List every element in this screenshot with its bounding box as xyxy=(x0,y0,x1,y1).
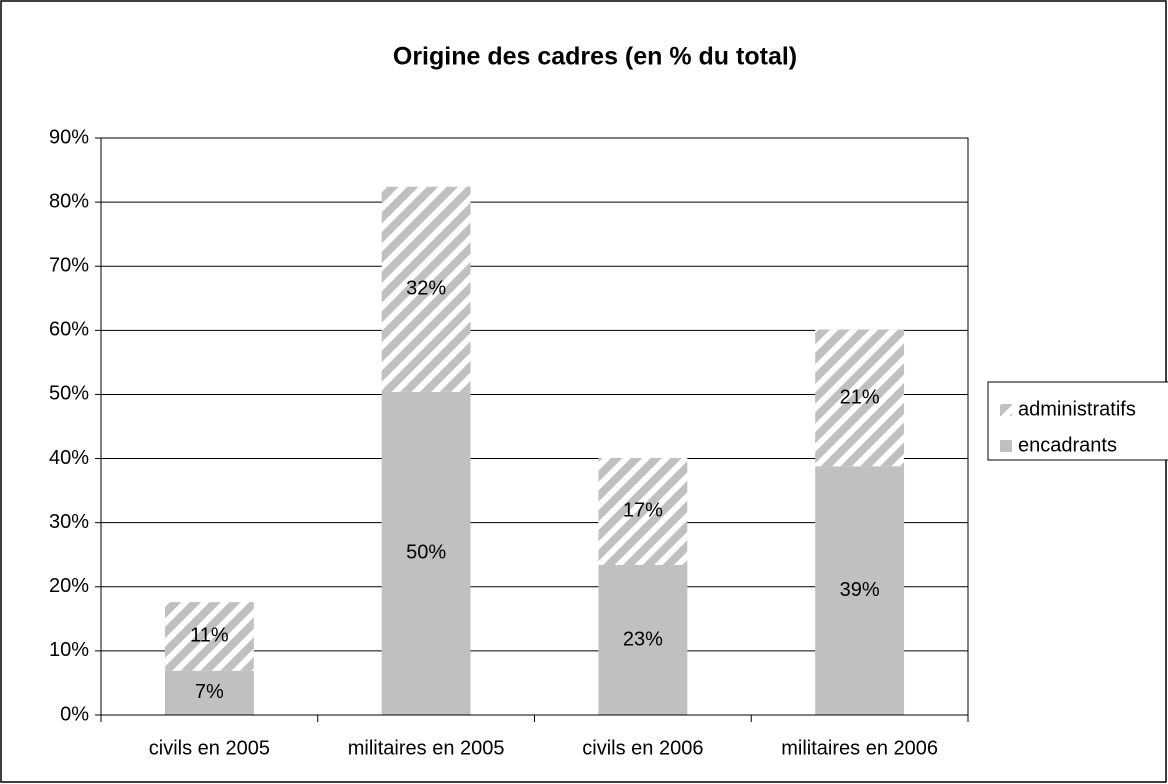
legend-box xyxy=(987,381,1168,461)
y-tick-label: 50% xyxy=(49,383,89,405)
data-label: 7% xyxy=(195,681,224,703)
data-label: 17% xyxy=(623,500,663,522)
chart-title: Origine des cadres (en % du total) xyxy=(393,43,797,71)
bar-segment xyxy=(164,602,254,671)
x-tick-label: militaires en 2006 xyxy=(781,737,938,759)
x-tick-label: civils en 2006 xyxy=(582,737,703,759)
bar-segment xyxy=(164,670,254,715)
legend-label: encadrants xyxy=(1018,434,1117,456)
data-label: 11% xyxy=(190,625,229,647)
x-tick-label: militaires en 2005 xyxy=(348,737,505,759)
legend-label: administratifs xyxy=(1018,398,1136,420)
x-tick-label: civils en 2005 xyxy=(149,737,270,759)
y-tick-label: 30% xyxy=(49,511,89,533)
bar-segment xyxy=(815,466,905,715)
y-tick-label: 10% xyxy=(49,639,89,661)
data-label: 23% xyxy=(623,628,663,650)
y-tick-label: 20% xyxy=(49,575,89,597)
y-tick-label: 90% xyxy=(49,126,89,148)
legend-swatch xyxy=(1000,440,1012,452)
data-label: 21% xyxy=(840,386,880,408)
data-label: 39% xyxy=(840,579,880,601)
y-tick-label: 40% xyxy=(49,447,89,469)
y-tick-label: 0% xyxy=(60,703,89,725)
y-tick-label: 80% xyxy=(49,190,89,212)
bar-segment xyxy=(815,329,905,467)
data-label: 32% xyxy=(406,278,446,300)
bar-segment xyxy=(381,186,471,392)
bar-segment xyxy=(598,564,688,715)
legend-swatch xyxy=(1000,404,1012,416)
bar-segment xyxy=(381,391,471,715)
data-label: 50% xyxy=(406,542,446,564)
bar-segment xyxy=(598,457,688,565)
y-tick-label: 70% xyxy=(49,255,89,277)
y-tick-label: 60% xyxy=(49,319,89,341)
